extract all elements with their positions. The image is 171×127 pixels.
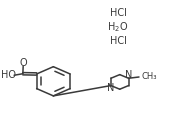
Text: H$_2$O: H$_2$O (107, 20, 129, 34)
Text: HO: HO (1, 70, 16, 80)
Text: CH₃: CH₃ (142, 72, 157, 81)
Text: N: N (107, 83, 114, 93)
Text: HCl: HCl (110, 36, 127, 46)
Text: N: N (125, 70, 133, 81)
Text: HCl: HCl (110, 8, 127, 18)
Text: O: O (19, 58, 27, 68)
